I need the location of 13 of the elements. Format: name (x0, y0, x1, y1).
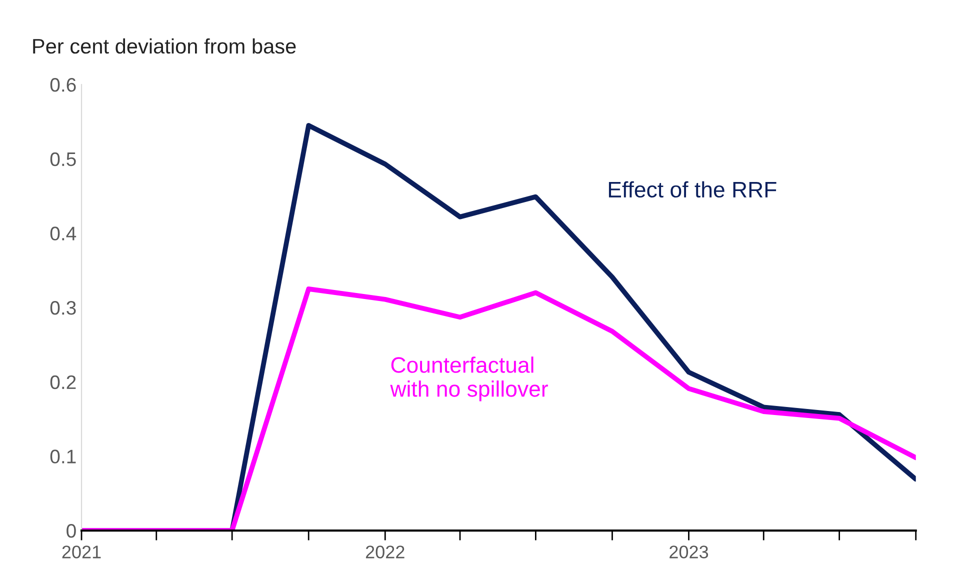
text: Counterfactual with no spillover (390, 356, 548, 402)
x-tick-label: 2022 (366, 546, 404, 558)
x-tick-label: 2023 (670, 546, 708, 558)
text: Effect of the RRF (608, 181, 776, 198)
y-tick-label: 0.3 (50, 301, 76, 315)
y-axis-title: Per cent deviation from base (33, 38, 296, 54)
y-tick-label: 0.6 (50, 78, 76, 92)
y-tick-label: 0.4 (50, 226, 76, 240)
y-tick-label: 0 (66, 524, 76, 538)
x-tick-label: 2021 (62, 546, 101, 558)
y-tick-label: 0.2 (50, 375, 76, 390)
y-tick-label: 0.1 (50, 450, 76, 464)
y-tick-label: 0.5 (50, 152, 76, 166)
